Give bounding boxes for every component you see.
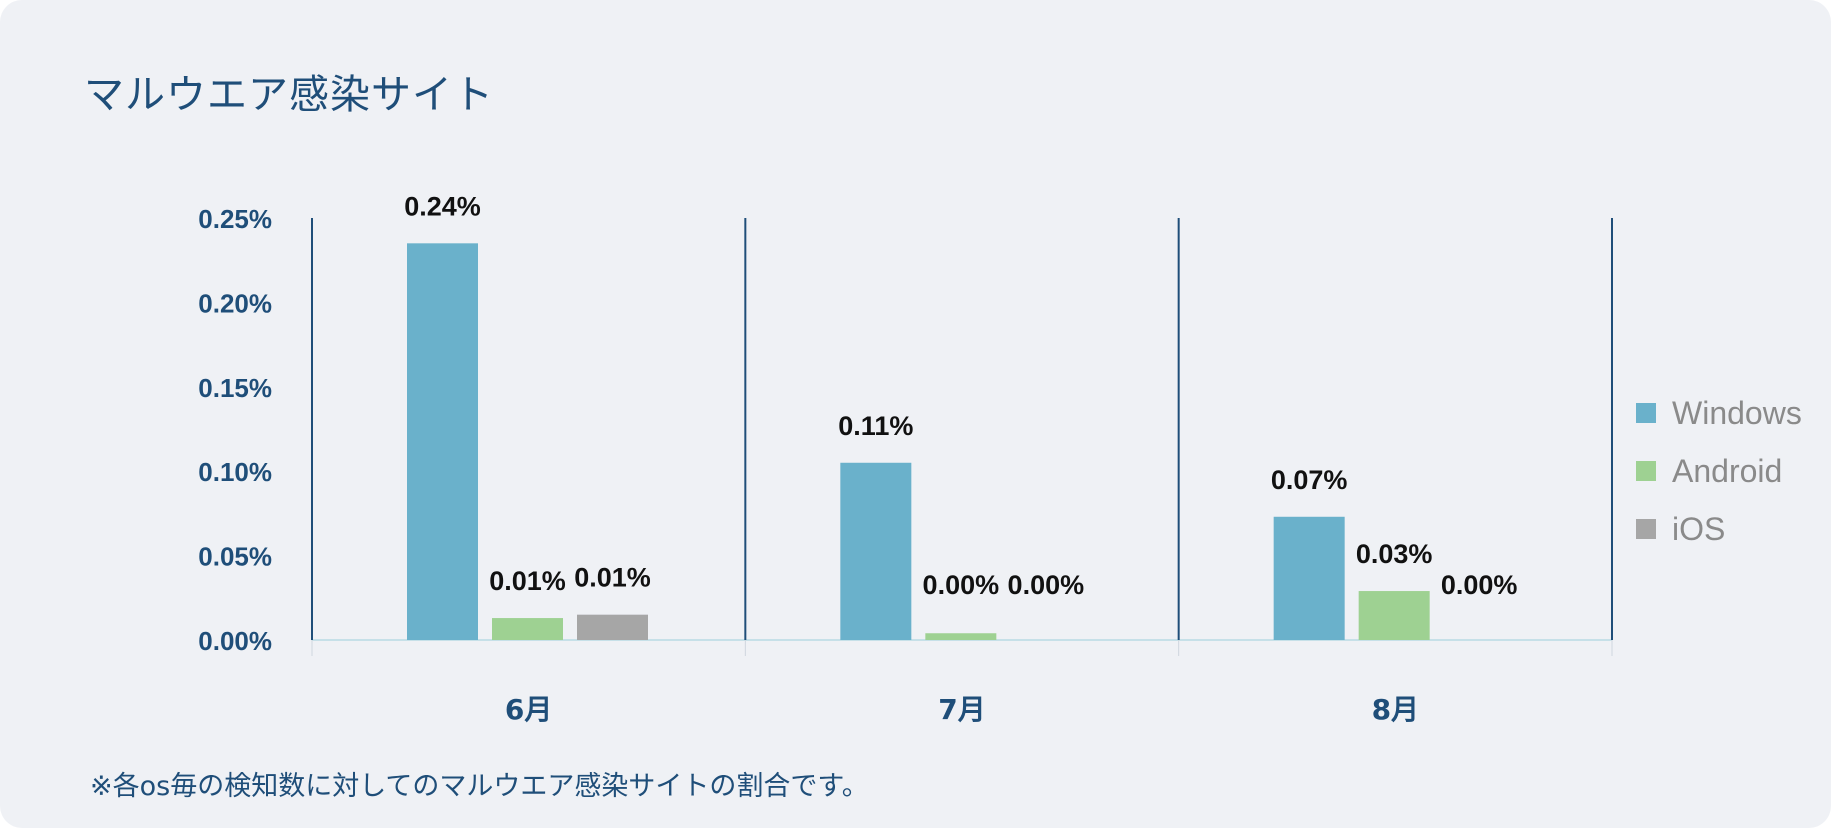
legend-swatch-android: [1636, 461, 1656, 481]
x-category-label: 8月: [1372, 693, 1419, 726]
legend-label-android: Android: [1672, 452, 1783, 489]
data-label-windows: 0.07%: [1271, 465, 1348, 495]
y-tick-label: 0.05%: [198, 542, 272, 572]
bar-android: [492, 618, 563, 640]
chart-data-labels: 0.24% 0.11% 0.07% 0.01% 0.00% 0.03% 0.01% 0.00%…: [404, 191, 1517, 600]
data-label-android: 0.01%: [489, 566, 566, 596]
y-tick-label: 0.15%: [198, 373, 272, 403]
chart-title: マルウエア感染サイト: [84, 72, 494, 118]
legend-swatch-ios: [1636, 519, 1656, 539]
legend-swatch-windows: [1636, 403, 1656, 423]
data-label-android: 0.03%: [1356, 539, 1433, 569]
bar-windows: [840, 462, 912, 640]
bar-ios: [577, 614, 648, 640]
bar-windows: [407, 243, 478, 640]
data-label-windows: 0.24%: [404, 191, 481, 221]
bar-android: [925, 633, 997, 640]
data-label-android: 0.00%: [923, 570, 1000, 600]
y-tick-label: 0.25%: [198, 204, 272, 234]
legend-item-ios: iOS: [1636, 500, 1802, 558]
x-category-label: 6月: [505, 693, 552, 726]
y-tick-label: 0.00%: [198, 626, 272, 656]
data-label-ios: 0.00%: [1008, 570, 1085, 600]
legend-label-ios: iOS: [1672, 510, 1726, 547]
chart-bars: [407, 243, 1430, 640]
bar-windows: [1273, 516, 1345, 640]
legend-item-windows: Windows: [1636, 384, 1802, 442]
bar-android: [1358, 591, 1430, 640]
data-label-windows: 0.11%: [838, 411, 913, 441]
y-tick-label: 0.10%: [198, 457, 272, 487]
data-label-ios: 0.00%: [1441, 570, 1518, 600]
footnote: ※各os毎の検知数に対してのマルウエア感染サイトの割合です。: [90, 771, 869, 802]
y-tick-label: 0.20%: [198, 288, 272, 318]
legend-item-android: Android: [1636, 442, 1802, 500]
legend-label-windows: Windows: [1672, 394, 1802, 431]
x-category-label: 7月: [938, 693, 985, 726]
chart-legend: Windows Android iOS: [1636, 384, 1802, 558]
data-label-ios: 0.01%: [574, 563, 651, 593]
